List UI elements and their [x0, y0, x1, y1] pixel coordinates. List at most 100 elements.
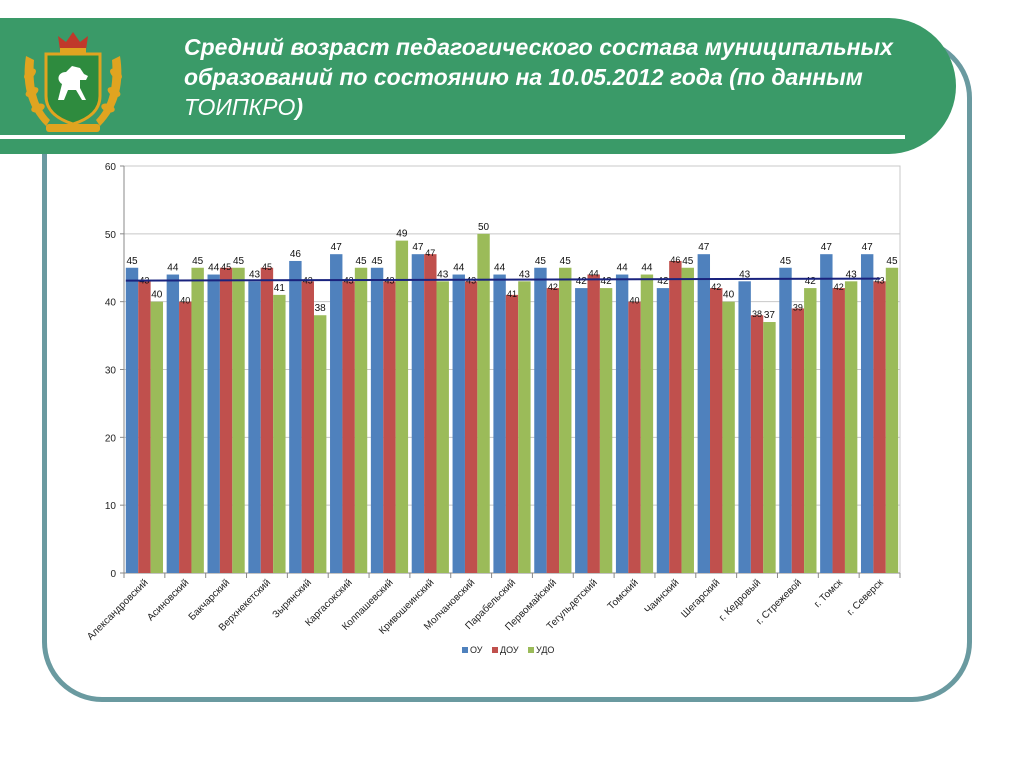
- title-main: Средний возраст педагогического состава …: [184, 34, 893, 90]
- data-label: 45: [780, 256, 792, 267]
- data-label: 45: [355, 256, 367, 267]
- data-label: 42: [805, 276, 817, 287]
- data-label: 46: [670, 255, 680, 265]
- data-label: 42: [548, 282, 558, 292]
- data-label: 42: [601, 276, 613, 287]
- bar: [436, 281, 449, 573]
- bar: [260, 267, 274, 573]
- page-title: Средний возраст педагогического состава …: [184, 32, 924, 122]
- data-label: 41: [507, 289, 517, 299]
- legend-label: УДО: [536, 645, 554, 655]
- data-label: 47: [862, 242, 874, 253]
- bar: [559, 267, 572, 573]
- x-tick-label: Томский: [606, 577, 641, 612]
- data-label: 44: [617, 263, 629, 274]
- bar: [191, 267, 204, 573]
- bar: [219, 267, 233, 573]
- x-tick-label: Чаинский: [643, 577, 682, 616]
- legend-swatch: [492, 647, 498, 653]
- bar: [820, 254, 833, 573]
- y-tick-label: 0: [110, 569, 116, 580]
- bar: [273, 294, 286, 573]
- bar: [640, 274, 654, 573]
- data-label: 43: [437, 269, 449, 280]
- bar: [301, 281, 314, 573]
- tomsk-coat-of-arms-icon: [24, 32, 122, 132]
- bar: [248, 281, 261, 573]
- data-label: 44: [641, 263, 653, 274]
- bar: [534, 267, 547, 573]
- bar: [873, 281, 886, 573]
- bar: [832, 288, 845, 573]
- bar: [342, 281, 355, 573]
- bar: [411, 254, 425, 573]
- y-tick-label: 60: [105, 162, 117, 173]
- title-end: ): [295, 94, 304, 120]
- bar: [232, 267, 245, 573]
- bar: [546, 288, 560, 573]
- data-label: 45: [221, 262, 231, 272]
- y-tick-label: 10: [105, 501, 117, 512]
- bar: [383, 281, 396, 573]
- data-label: 46: [290, 249, 302, 260]
- x-tick-label: г. Северск: [845, 577, 886, 618]
- data-label: 44: [494, 263, 506, 274]
- x-tick-label: г. Томск: [812, 577, 845, 610]
- data-label: 41: [274, 283, 286, 294]
- x-tick-label: Шегарский: [679, 577, 722, 620]
- x-tick-label: Александровский: [85, 577, 150, 642]
- legend-swatch: [528, 647, 534, 653]
- bar: [125, 267, 139, 573]
- bar: [166, 274, 180, 573]
- data-label: 40: [630, 296, 640, 306]
- data-label: 43: [249, 269, 261, 280]
- bar: [615, 274, 629, 573]
- data-label: 45: [262, 262, 272, 272]
- bar: [575, 288, 588, 573]
- title-source: ТОИПКРО: [184, 94, 296, 120]
- data-label: 43: [739, 269, 751, 280]
- data-label: 42: [834, 282, 844, 292]
- data-label: 40: [151, 290, 163, 301]
- bar: [518, 281, 531, 573]
- bar: [779, 267, 792, 573]
- bar: [763, 322, 776, 573]
- bar: [424, 254, 437, 573]
- bar: [750, 315, 764, 573]
- data-label: 44: [589, 269, 599, 279]
- data-label: 42: [711, 282, 721, 292]
- bar: [505, 294, 519, 573]
- bar: [477, 233, 490, 574]
- data-label: 44: [167, 263, 179, 274]
- bar: [599, 288, 613, 573]
- y-tick-label: 40: [105, 298, 117, 309]
- data-label: 50: [478, 222, 490, 233]
- data-label: 47: [425, 248, 435, 258]
- data-label: 49: [396, 229, 408, 240]
- data-label: 39: [793, 302, 803, 312]
- y-tick-label: 20: [105, 433, 117, 444]
- bar: [844, 281, 858, 573]
- bar: [681, 267, 694, 573]
- data-label: 44: [208, 263, 220, 274]
- data-label: 45: [560, 256, 572, 267]
- data-label: 38: [315, 303, 327, 314]
- data-label: 47: [821, 242, 833, 253]
- bar: [628, 301, 641, 573]
- banner-underline: [0, 135, 905, 139]
- bar: [330, 254, 343, 573]
- data-label: 43: [519, 269, 531, 280]
- data-label: 45: [535, 256, 547, 267]
- data-label: 40: [180, 296, 190, 306]
- bar: [452, 274, 465, 573]
- bar: [710, 288, 723, 573]
- data-label: 38: [752, 309, 762, 319]
- data-label: 45: [682, 256, 694, 267]
- bar: [354, 267, 368, 573]
- data-label: 44: [453, 263, 465, 274]
- bar: [722, 301, 735, 573]
- bar: [138, 281, 151, 573]
- data-label: 45: [233, 256, 245, 267]
- legend-swatch: [462, 647, 468, 653]
